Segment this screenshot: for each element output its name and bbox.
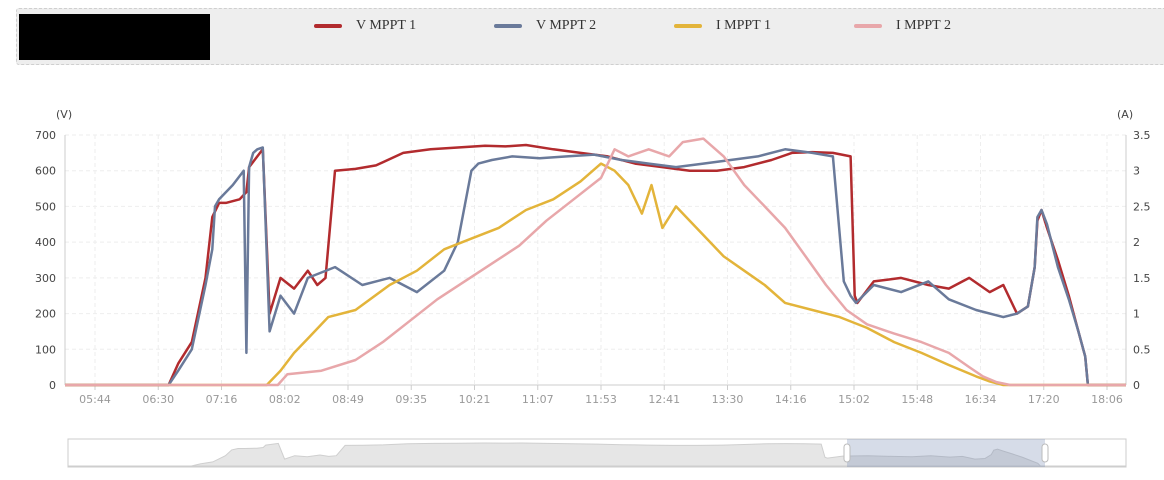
x-tick-label: 16:34 xyxy=(965,393,997,406)
y-right-unit-label: (A) xyxy=(1117,108,1133,121)
y-left-tick-label: 700 xyxy=(35,129,56,142)
navigator-handle-left[interactable] xyxy=(843,443,851,463)
legend-item-i-mppt-1[interactable]: I MPPT 1 xyxy=(674,18,771,34)
legend-swatch xyxy=(314,24,342,28)
y-right-tick-label: 3.5 xyxy=(1133,129,1151,142)
navigator-handle-right[interactable] xyxy=(1041,443,1049,463)
x-tick-label: 15:48 xyxy=(901,393,933,406)
legend-swatch xyxy=(854,24,882,28)
y-right-tick-label: 0.5 xyxy=(1133,343,1151,356)
y-right-tick-label: 1 xyxy=(1133,308,1140,321)
x-tick-label: 14:16 xyxy=(775,393,807,406)
logo-placeholder xyxy=(19,14,210,60)
y-left-unit-label: (V) xyxy=(56,108,72,121)
legend-label: V MPPT 1 xyxy=(356,18,417,33)
legend-swatch xyxy=(674,24,702,28)
series-line-v-mppt-2 xyxy=(65,146,1126,387)
legend-label: I MPPT 1 xyxy=(716,18,771,33)
y-left-tick-label: 100 xyxy=(35,343,56,356)
x-tick-label: 08:49 xyxy=(332,393,364,406)
x-tick-label: 07:16 xyxy=(206,393,238,406)
navigator-area xyxy=(68,442,1126,467)
legend-item-v-mppt-1[interactable]: V MPPT 1 xyxy=(314,18,416,34)
x-tick-label: 11:53 xyxy=(585,393,617,406)
x-tick-label: 09:35 xyxy=(395,393,427,406)
y-left-tick-label: 0 xyxy=(49,379,56,392)
y-left-tick-label: 200 xyxy=(35,308,56,321)
x-tick-label: 08:02 xyxy=(269,393,301,406)
x-tick-label: 13:30 xyxy=(712,393,744,406)
legend-item-v-mppt-2[interactable]: V MPPT 2 xyxy=(494,18,596,34)
y-right-tick-label: 1.5 xyxy=(1133,272,1151,285)
y-right-tick-label: 2 xyxy=(1133,236,1140,249)
x-tick-label: 10:21 xyxy=(459,393,491,406)
y-left-tick-label: 500 xyxy=(35,200,56,213)
series-line-i-mppt-1 xyxy=(65,162,1126,387)
x-tick-label: 17:20 xyxy=(1028,393,1060,406)
x-tick-label: 11:07 xyxy=(522,393,554,406)
y-left-tick-label: 400 xyxy=(35,236,56,249)
y-left-tick-label: 600 xyxy=(35,165,56,178)
x-tick-label: 05:44 xyxy=(79,393,111,406)
x-tick-label: 18:06 xyxy=(1091,393,1123,406)
navigator-selection[interactable] xyxy=(847,439,1045,467)
legend-item-i-mppt-2[interactable]: I MPPT 2 xyxy=(854,18,951,34)
y-left-tick-label: 300 xyxy=(35,272,56,285)
y-right-tick-label: 0 xyxy=(1133,379,1140,392)
legend-swatch xyxy=(494,24,522,28)
legend-label: V MPPT 2 xyxy=(536,18,597,33)
series-line-i-mppt-2 xyxy=(65,137,1126,387)
time-range-navigator[interactable] xyxy=(67,438,1127,468)
x-tick-label: 06:30 xyxy=(142,393,174,406)
legend-label: I MPPT 2 xyxy=(896,18,951,33)
y-right-tick-label: 2.5 xyxy=(1133,200,1151,213)
x-tick-label: 12:41 xyxy=(648,393,680,406)
y-right-tick-label: 3 xyxy=(1133,165,1140,178)
x-tick-label: 15:02 xyxy=(838,393,870,406)
